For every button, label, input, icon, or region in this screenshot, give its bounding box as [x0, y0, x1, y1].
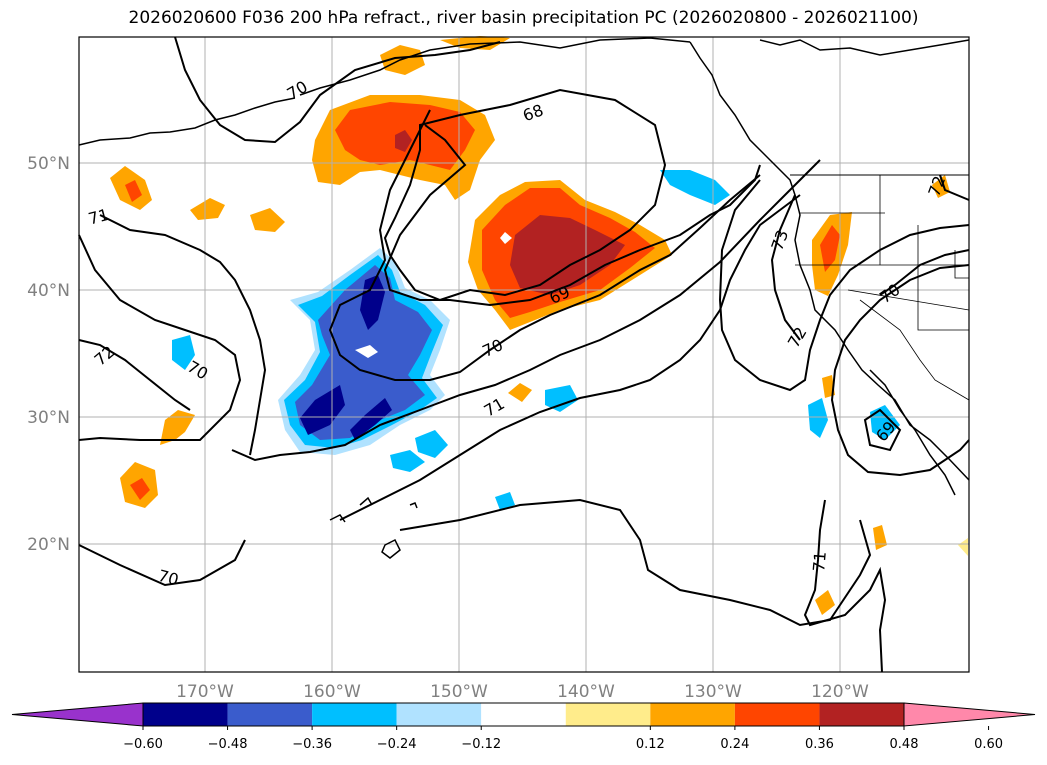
peak-anomaly-central: [510, 215, 625, 295]
negative-anomaly-small5: [495, 492, 515, 510]
positive-anomaly-small10: [822, 375, 835, 398]
contour-71: [231, 159, 821, 462]
colorbar-segment: [819, 703, 904, 726]
positive-anomaly-small8: [508, 383, 532, 402]
colorbar-tick-label: −0.48: [208, 737, 248, 752]
contour-71-lower-right: [803, 499, 887, 673]
colorbar: −0.60 −0.48 −0.36 −0.24 −0.12 0.12 0.24 0.36 0.4…: [11, 702, 1036, 752]
negative-anomaly-core-north: [360, 275, 385, 330]
colorbar-tick-label: −0.12: [461, 737, 501, 752]
contour-70-left-loop: [78, 234, 242, 441]
colorbar-tick-label: 0.48: [890, 737, 919, 752]
pale-anomaly-central: [500, 232, 512, 244]
positive-anomaly-west5: [160, 410, 195, 445]
colorbar-extend-low: [11, 702, 144, 727]
lat-label: 20°N: [27, 535, 70, 555]
colorbar-tick-label: 0.60: [974, 737, 1003, 752]
colorbar-tick-label: 0.12: [636, 737, 665, 752]
colorbar-segment: [650, 703, 735, 726]
contour-label: 70: [876, 280, 904, 307]
contour-72: [718, 179, 970, 392]
contour-70-bottom: [78, 539, 246, 587]
negative-anomaly-small4: [415, 430, 448, 458]
colorbar-tick-label: −0.24: [377, 737, 417, 752]
contour-71-mid: [339, 194, 801, 521]
contour-label: 72: [91, 342, 119, 370]
positive-anomaly-west2: [190, 198, 225, 220]
negative-anomaly-small6: [808, 398, 828, 438]
lat-label: 40°N: [27, 281, 70, 301]
negative-anomaly-small2: [545, 385, 578, 412]
contour-72-left: [78, 339, 191, 411]
latitude-labels: 50°N 40°N 30°N 20°N: [27, 154, 70, 555]
colorbar-tick-label: 0.24: [720, 737, 749, 752]
positive-anomaly-west-coast-core: [820, 225, 840, 272]
shading-layer: [110, 36, 968, 615]
contours: [78, 36, 970, 673]
map-title: 2026020600 F036 200 hPa refract., river …: [128, 8, 919, 28]
contour-label: 73: [767, 227, 792, 253]
lon-label: 160°W: [303, 682, 361, 702]
contour-69-right: [863, 408, 902, 452]
positive-anomaly-west3: [250, 208, 285, 232]
lat-label: 30°N: [27, 408, 70, 428]
positive-anomaly-small9: [815, 590, 835, 615]
negative-anomaly-small3: [390, 450, 425, 472]
lat-label: 50°N: [27, 154, 70, 174]
peak-anomaly-gulf-alaska: [395, 130, 412, 152]
positive-anomaly-west1-core: [125, 180, 142, 202]
contour-label: 70: [479, 335, 505, 361]
contour-73: [770, 194, 801, 341]
positive-anomaly-small13: [932, 175, 950, 198]
positive-anomaly-top: [380, 45, 425, 75]
colorbar-segment: [565, 703, 651, 726]
contour-label: 71: [86, 205, 111, 229]
lon-label: 170°W: [176, 682, 234, 702]
negative-anomaly-ne: [660, 170, 730, 205]
colorbar-tick-label: 0.36: [805, 737, 834, 752]
colorbar-extend-high: [903, 702, 1036, 727]
contour-70-right: [879, 249, 970, 296]
colorbar-segment: [143, 703, 228, 726]
contour-69: [383, 124, 761, 307]
colorbar-segment: [481, 703, 566, 726]
contour-labels: 70 68 71 71 72 70 69 70 71 73 72 70 72 6…: [86, 77, 949, 590]
negative-anomaly-small7: [870, 405, 900, 440]
longitude-labels: 170°W 160°W 150°W 140°W 130°W 120°W: [176, 682, 869, 702]
lon-label: 130°W: [684, 682, 742, 702]
contour-71-right: [830, 264, 970, 477]
lon-label: 150°W: [430, 682, 488, 702]
colorbar-outline: [142, 702, 905, 727]
map-frame: [78, 36, 970, 673]
negative-anomaly-hole: [355, 345, 378, 358]
colorbar-segment: [734, 703, 820, 726]
contour-label: 68: [520, 100, 546, 125]
contour-72-right: [939, 174, 970, 201]
contour-label: 70: [156, 566, 181, 590]
negative-anomaly-small1: [172, 335, 195, 370]
contour-label: 72: [784, 324, 811, 351]
colorbar-segment: [227, 703, 313, 726]
contour-70-south: [399, 498, 872, 627]
contour-70-top: [174, 36, 501, 144]
colorbar-segment: [312, 703, 397, 726]
positive-anomaly-west4-core: [130, 478, 150, 500]
colorbar-segment: [396, 703, 482, 726]
colorbar-tick-label: −0.60: [123, 737, 163, 752]
contour-70-mid: [328, 109, 761, 381]
negative-anomaly-core-south2: [350, 398, 392, 440]
lon-label: 140°W: [557, 682, 615, 702]
lon-label: 120°W: [811, 682, 869, 702]
contour-68: [383, 88, 667, 302]
graticule: [79, 37, 969, 672]
positive-anomaly-small12: [958, 538, 968, 556]
contour-label: 71: [809, 551, 830, 573]
coastlines: [78, 37, 970, 559]
contour-71-left: [99, 214, 267, 456]
colorbar-tick-label: −0.36: [292, 737, 332, 752]
negative-anomaly-core-south: [300, 385, 345, 435]
positive-anomaly-small11: [873, 525, 887, 550]
